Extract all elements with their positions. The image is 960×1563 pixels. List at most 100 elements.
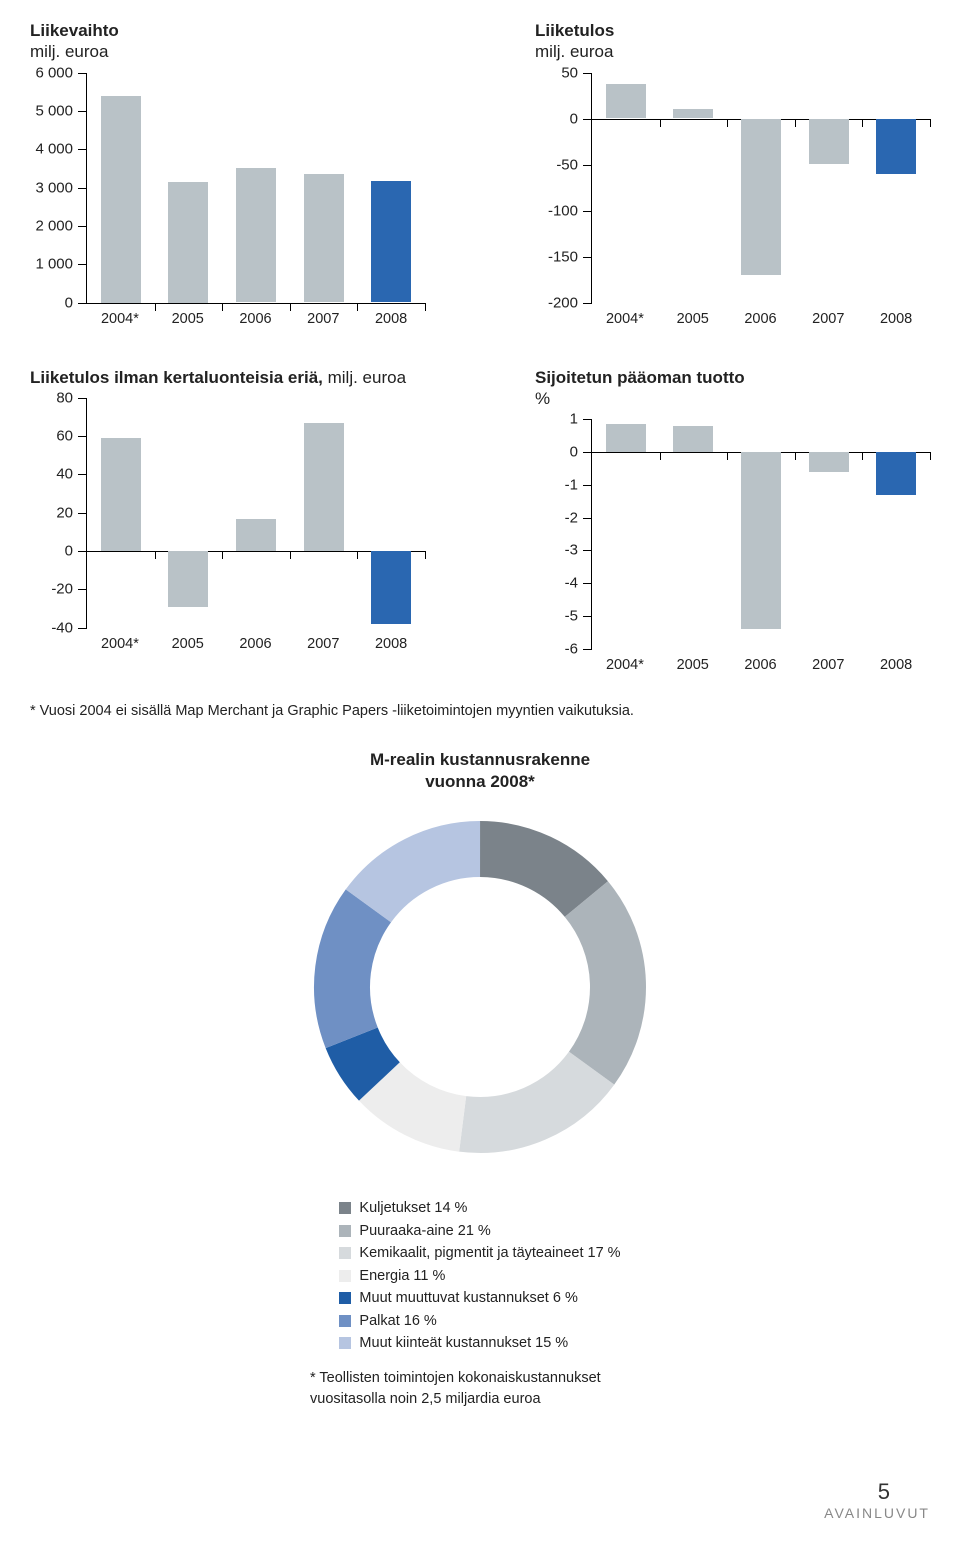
bar bbox=[876, 119, 916, 174]
bar bbox=[236, 168, 276, 302]
page-number: 5 bbox=[878, 1479, 890, 1505]
y-label: 4 000 bbox=[35, 141, 87, 158]
donut-section: M-realin kustannusrakenne vuonna 2008* K… bbox=[30, 749, 930, 1409]
bar-column bbox=[87, 398, 155, 628]
x-label: 2004* bbox=[86, 311, 154, 327]
bar-column bbox=[290, 398, 358, 628]
bar-column bbox=[155, 398, 223, 628]
bar-column bbox=[862, 73, 930, 303]
bar-column bbox=[660, 419, 728, 649]
legend-row: Kemikaalit, pigmentit ja täyteaineet 17 … bbox=[339, 1242, 620, 1264]
bar bbox=[101, 438, 141, 551]
y-label: -4 bbox=[565, 575, 592, 592]
legend-label: Puuraaka-aine 21 % bbox=[359, 1220, 490, 1242]
title-sub: milj. euroa bbox=[323, 368, 406, 387]
bar-column bbox=[357, 398, 425, 628]
bar bbox=[741, 119, 781, 275]
donut-title-l1: M-realin kustannusrakenne bbox=[370, 750, 590, 769]
x-tick bbox=[930, 119, 931, 127]
x-tick bbox=[290, 303, 291, 311]
plot-area: 10-1-2-3-4-5-6 bbox=[591, 419, 930, 649]
bar bbox=[101, 96, 141, 303]
y-label: 60 bbox=[56, 428, 87, 445]
bar bbox=[673, 109, 713, 118]
legend-row: Muut muuttuvat kustannukset 6 % bbox=[339, 1287, 620, 1309]
x-label: 2007 bbox=[289, 311, 357, 327]
legend-label: Palkat 16 % bbox=[359, 1310, 436, 1332]
bar-column bbox=[660, 73, 728, 303]
title-sub: % bbox=[535, 389, 550, 408]
x-labels: 2004*2005200620072008 bbox=[591, 311, 930, 327]
x-label: 2007 bbox=[794, 657, 862, 673]
bar-column bbox=[222, 73, 290, 303]
y-label: 2 000 bbox=[35, 217, 87, 234]
x-label: 2008 bbox=[357, 311, 425, 327]
legend-swatch bbox=[339, 1337, 351, 1349]
x-label: 2008 bbox=[862, 657, 930, 673]
y-label: -40 bbox=[51, 619, 87, 636]
x-label: 2006 bbox=[727, 311, 795, 327]
bar-column bbox=[727, 73, 795, 303]
bar-column bbox=[862, 419, 930, 649]
y-label: -200 bbox=[548, 294, 592, 311]
bar bbox=[606, 424, 646, 452]
legend-label: Kuljetukset 14 % bbox=[359, 1197, 467, 1219]
chart-title: Liiketulos ilman kertaluonteisia eriä, m… bbox=[30, 367, 425, 388]
plot-area: 500-50-100-150-200 bbox=[591, 73, 930, 303]
legend-swatch bbox=[339, 1315, 351, 1327]
title-bold: Liiketulos ilman kertaluonteisia eriä, bbox=[30, 368, 323, 387]
bars bbox=[87, 73, 425, 303]
legend-swatch bbox=[339, 1292, 351, 1304]
x-tick bbox=[425, 551, 426, 559]
legend-label: Energia 11 % bbox=[359, 1265, 445, 1287]
x-label: 2004* bbox=[86, 636, 154, 652]
title-bold: Liiketulos bbox=[535, 21, 614, 40]
bar bbox=[809, 119, 849, 164]
x-tick bbox=[222, 303, 223, 311]
bar-column bbox=[87, 73, 155, 303]
bar bbox=[304, 423, 344, 551]
x-label: 2007 bbox=[289, 636, 357, 652]
bar-column bbox=[222, 398, 290, 628]
y-label: -50 bbox=[556, 156, 592, 173]
x-label: 2006 bbox=[222, 636, 290, 652]
x-tick bbox=[357, 303, 358, 311]
y-label: -2 bbox=[565, 509, 592, 526]
chart-title: Liiketulos milj. euroa bbox=[535, 20, 930, 63]
y-label: 0 bbox=[570, 110, 592, 127]
chart-liikevaihto: Liikevaihto milj. euroa 6 0005 0004 0003… bbox=[30, 20, 425, 327]
donut-chart bbox=[310, 817, 650, 1157]
chart-liiketulos: Liiketulos milj. euroa 500-50-100-150-20… bbox=[535, 20, 930, 327]
y-label: 0 bbox=[570, 443, 592, 460]
x-label: 2006 bbox=[727, 657, 795, 673]
x-label: 2005 bbox=[659, 311, 727, 327]
bar bbox=[236, 519, 276, 552]
donut-title-l2: vuonna 2008* bbox=[425, 772, 535, 791]
y-label: 20 bbox=[56, 504, 87, 521]
y-label: -6 bbox=[565, 641, 592, 658]
y-label: -20 bbox=[51, 581, 87, 598]
title-sub: milj. euroa bbox=[535, 42, 613, 61]
legend-label: Kemikaalit, pigmentit ja täyteaineet 17 … bbox=[359, 1242, 620, 1264]
legend-label: Muut kiinteät kustannukset 15 % bbox=[359, 1332, 568, 1354]
bar-column bbox=[592, 73, 660, 303]
y-label: -100 bbox=[548, 202, 592, 219]
x-tick bbox=[425, 303, 426, 311]
legend-swatch bbox=[339, 1270, 351, 1282]
title-sub: milj. euroa bbox=[30, 42, 108, 61]
bar bbox=[371, 181, 411, 303]
y-label: 1 bbox=[570, 411, 592, 428]
bar-column bbox=[795, 73, 863, 303]
x-label: 2005 bbox=[659, 657, 727, 673]
x-label: 2006 bbox=[222, 311, 290, 327]
bar-column bbox=[592, 419, 660, 649]
y-label: 5 000 bbox=[35, 102, 87, 119]
x-label: 2005 bbox=[154, 311, 222, 327]
legend-row: Muut kiinteät kustannukset 15 % bbox=[339, 1332, 620, 1354]
bar bbox=[809, 452, 849, 472]
bar-column bbox=[155, 73, 223, 303]
x-labels: 2004*2005200620072008 bbox=[86, 636, 425, 652]
plot-area: 806040200-20-40 bbox=[86, 398, 425, 628]
bar-column bbox=[357, 73, 425, 303]
x-label: 2008 bbox=[862, 311, 930, 327]
